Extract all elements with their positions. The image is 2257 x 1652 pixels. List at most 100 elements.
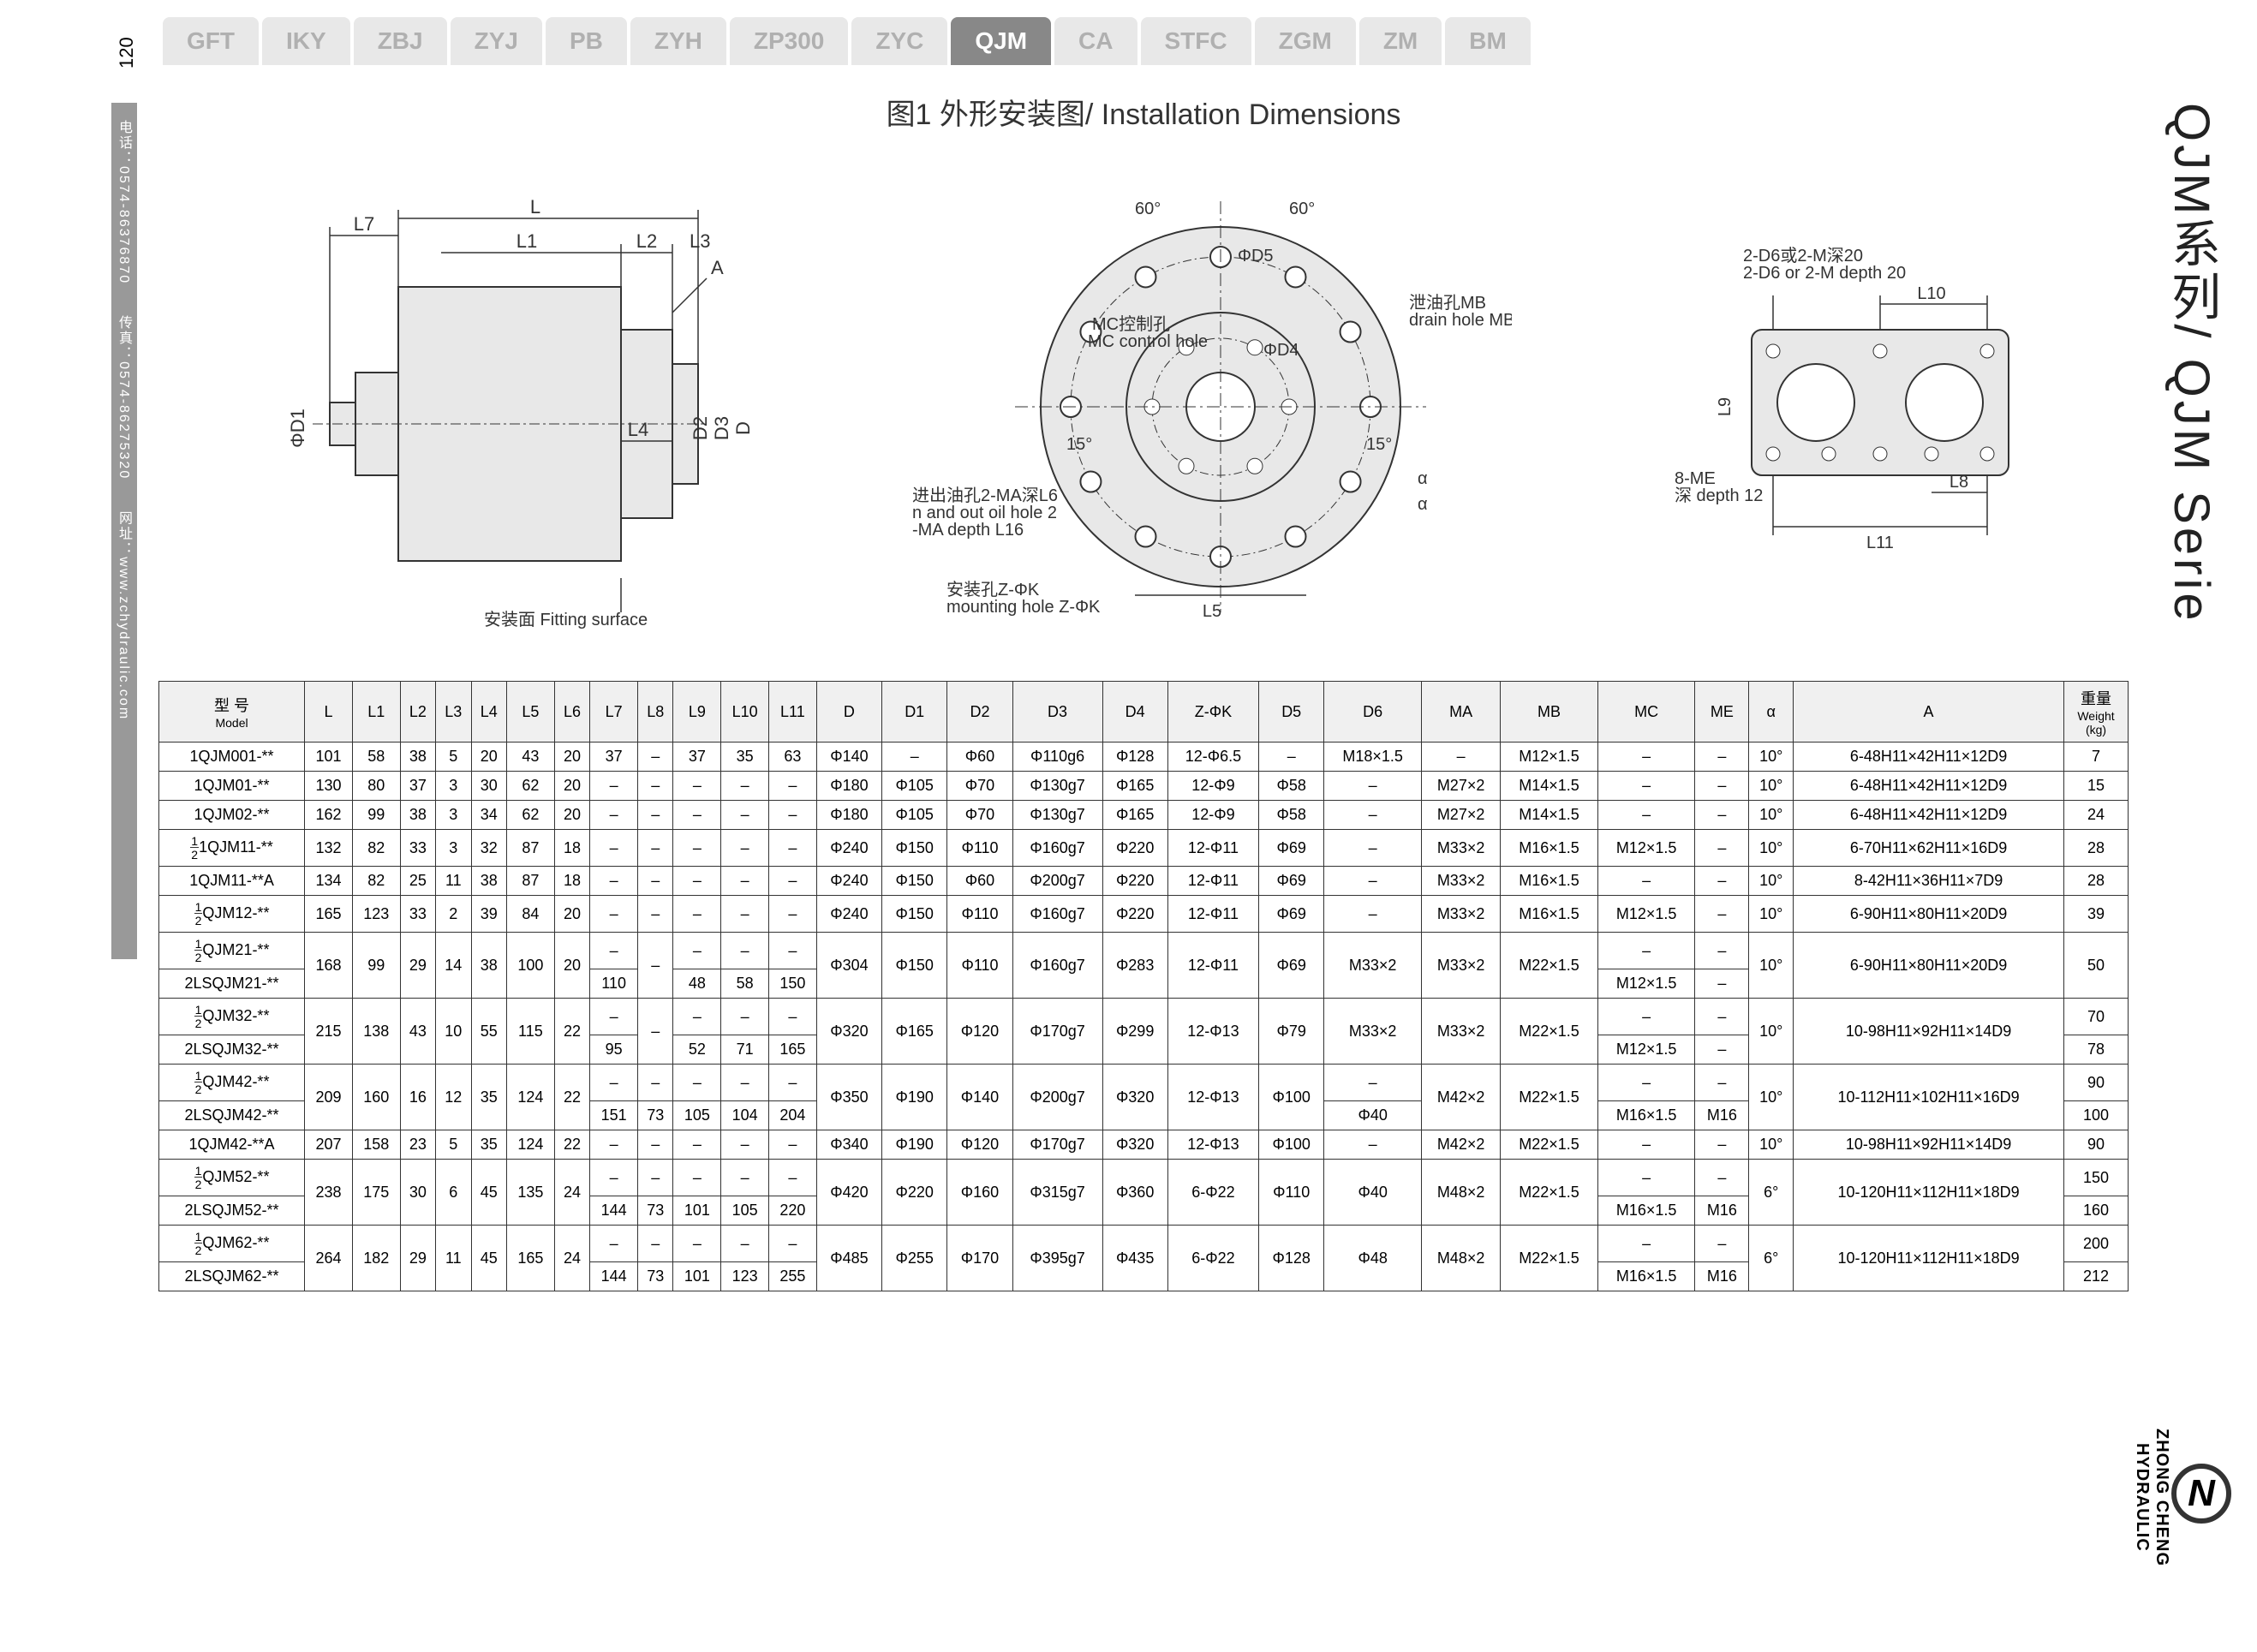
model-cell: 2LSQJM52-** <box>159 1196 305 1226</box>
svg-text:L4: L4 <box>628 419 648 440</box>
model-cell: 12QJM42-** <box>159 1065 305 1101</box>
svg-text:α: α <box>1418 469 1428 488</box>
model-cell: 12QJM12-** <box>159 896 305 933</box>
col-header: L10 <box>721 682 769 743</box>
model-cell: 2LSQJM21-** <box>159 969 305 999</box>
tab-pb[interactable]: PB <box>546 17 627 65</box>
model-cell: 1QJM11-**A <box>159 867 305 896</box>
svg-text:A: A <box>711 257 724 278</box>
svg-text:泄油孔MB: 泄油孔MB <box>1409 293 1486 313</box>
model-cell: 2LSQJM42-** <box>159 1101 305 1130</box>
svg-text:ΦD1: ΦD1 <box>287 409 308 448</box>
svg-text:2-D6或2-M深20: 2-D6或2-M深20 <box>1743 246 1863 265</box>
col-header: MA <box>1421 682 1500 743</box>
svg-text:深 depth 12: 深 depth 12 <box>1675 486 1763 505</box>
col-header: L <box>305 682 353 743</box>
model-cell: 12QJM62-** <box>159 1226 305 1262</box>
col-header: L4 <box>471 682 506 743</box>
col-header: Z-ΦK <box>1167 682 1258 743</box>
diagram-side-view: L L7 L1 L2 L3 A L4 ΦD1 D2 D3 D 安装面 Fitti… <box>227 176 758 638</box>
col-header: 重量Weight(kg) <box>2064 682 2129 743</box>
svg-text:ΦD4: ΦD4 <box>1263 341 1299 360</box>
dimensions-table: 型 号ModelLL1L2L3L4L5L6L7L8L9L10L11DD1D2D3… <box>158 681 2129 1291</box>
col-header: 型 号Model <box>159 682 305 743</box>
svg-text:安装面 Fitting surface: 安装面 Fitting surface <box>484 610 648 629</box>
brand-line-2: HYDRAULIC <box>2132 1428 2152 1566</box>
model-cell: 12QJM32-** <box>159 999 305 1035</box>
col-header: D5 <box>1259 682 1324 743</box>
series-title-vertical: QJM系列/ QJM Serie <box>2155 103 2227 702</box>
model-cell: 121QJM11-** <box>159 830 305 867</box>
svg-text:L7: L7 <box>354 213 374 235</box>
col-header: D6 <box>1324 682 1422 743</box>
tab-zyj[interactable]: ZYJ <box>451 17 542 65</box>
figure-title: 图1 外形安装图/ Installation Dimensions <box>158 91 2129 133</box>
tab-zm[interactable]: ZM <box>1359 17 1442 65</box>
svg-text:L3: L3 <box>690 230 710 252</box>
svg-text:-MA depth L16: -MA depth L16 <box>912 521 1024 540</box>
svg-text:L1: L1 <box>516 230 537 252</box>
svg-text:8-ME: 8-ME <box>1675 469 1716 488</box>
model-cell: 1QJM01-** <box>159 772 305 801</box>
col-header: D4 <box>1102 682 1167 743</box>
tab-qjm[interactable]: QJM <box>951 17 1051 65</box>
svg-text:L11: L11 <box>1866 534 1894 552</box>
svg-text:drain hole MB: drain hole MB <box>1409 311 1512 330</box>
svg-text:D: D <box>732 421 754 435</box>
tab-gft[interactable]: GFT <box>163 17 259 65</box>
tab-zp300[interactable]: ZP300 <box>730 17 849 65</box>
svg-text:D2: D2 <box>690 416 711 440</box>
model-cell: 1QJM001-** <box>159 743 305 772</box>
col-header: D <box>816 682 881 743</box>
logo-mark: N <box>2171 1464 2231 1524</box>
svg-text:D3: D3 <box>711 416 732 440</box>
col-header: D1 <box>882 682 947 743</box>
svg-text:进出油孔2-MA深L6: 进出油孔2-MA深L6 <box>912 486 1058 505</box>
col-header: MC <box>1597 682 1695 743</box>
svg-text:L5: L5 <box>1203 602 1221 621</box>
model-cell: 12QJM52-** <box>159 1160 305 1196</box>
col-header: L8 <box>638 682 673 743</box>
model-cell: 2LSQJM62-** <box>159 1262 305 1291</box>
svg-text:L9: L9 <box>1716 397 1735 416</box>
col-header: α <box>1749 682 1794 743</box>
svg-text:α: α <box>1418 495 1428 514</box>
svg-text:mounting hole Z-ΦK: mounting hole Z-ΦK <box>946 598 1101 617</box>
col-header: L2 <box>400 682 435 743</box>
col-header: MB <box>1501 682 1598 743</box>
tab-iky[interactable]: IKY <box>262 17 350 65</box>
tab-zbj[interactable]: ZBJ <box>354 17 447 65</box>
svg-text:L2: L2 <box>636 230 657 252</box>
left-contact-strip: 电话：0574-86376870 传真：0574-86275320 网址：www… <box>111 103 137 959</box>
model-cell: 12QJM21-** <box>159 933 305 969</box>
tab-zyc[interactable]: ZYC <box>851 17 947 65</box>
tab-bm[interactable]: BM <box>1445 17 1531 65</box>
svg-text:安装孔Z-ΦK: 安装孔Z-ΦK <box>946 580 1040 599</box>
model-cell: 2LSQJM32-** <box>159 1035 305 1065</box>
svg-text:L8: L8 <box>1949 473 1968 492</box>
svg-text:ΦD5: ΦD5 <box>1238 247 1274 265</box>
tab-zyh[interactable]: ZYH <box>630 17 726 65</box>
col-header: L11 <box>769 682 817 743</box>
model-cell: 1QJM02-** <box>159 801 305 830</box>
svg-text:60°: 60° <box>1289 200 1315 218</box>
brand-line-1: ZHONG CHENG <box>2152 1428 2171 1566</box>
model-cell: 1QJM42-**A <box>159 1130 305 1160</box>
col-header: D3 <box>1012 682 1102 743</box>
svg-text:L10: L10 <box>1917 284 1945 303</box>
svg-text:L: L <box>530 196 540 218</box>
col-header: L3 <box>436 682 471 743</box>
col-header: L7 <box>590 682 638 743</box>
tab-ca[interactable]: CA <box>1054 17 1137 65</box>
series-tabs: GFTIKYZBJZYJPBZYHZP300ZYCQJMCASTFCZGMZMB… <box>111 17 2129 65</box>
col-header: L5 <box>507 682 555 743</box>
brand-logo: N ZHONG CHENG HYDRAULIC <box>2132 1428 2231 1566</box>
col-header: L6 <box>554 682 589 743</box>
tab-stfc[interactable]: STFC <box>1141 17 1251 65</box>
diagram-front-view: 60° 60° ΦD5 ΦD4 15° 15° α α L5 MC控制孔 MC … <box>895 176 1512 638</box>
tab-zgm[interactable]: ZGM <box>1255 17 1356 65</box>
col-header: A <box>1794 682 2064 743</box>
col-header: ME <box>1695 682 1749 743</box>
col-header: D2 <box>947 682 1012 743</box>
svg-text:n and out oil hole 2: n and out oil hole 2 <box>912 504 1057 522</box>
